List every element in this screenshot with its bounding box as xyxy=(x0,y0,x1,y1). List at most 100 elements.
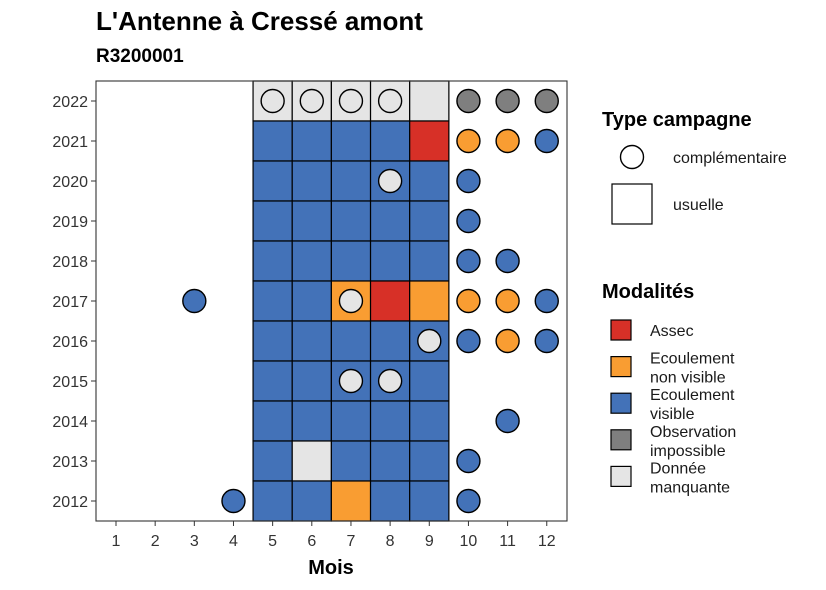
y-tick-label: 2021 xyxy=(52,134,88,151)
legend-swatch xyxy=(610,429,632,451)
data-square xyxy=(409,200,450,242)
data-circle xyxy=(260,88,285,114)
x-axis-title: Mois xyxy=(308,557,354,579)
data-square xyxy=(369,480,411,522)
y-tick-label: 2020 xyxy=(52,174,88,191)
data-circle xyxy=(495,248,520,274)
legend-modalites-title: Modalités xyxy=(602,281,694,303)
data-square xyxy=(291,200,332,242)
data-circle xyxy=(377,168,403,194)
data-square xyxy=(330,320,372,362)
data-square xyxy=(291,320,332,362)
x-tick-label: 4 xyxy=(229,533,238,550)
data-square xyxy=(409,160,450,202)
plot-area xyxy=(95,80,568,522)
data-circle xyxy=(495,328,520,354)
legend-swatch xyxy=(610,392,632,414)
data-circle xyxy=(495,288,520,314)
data-circle xyxy=(377,88,403,114)
data-circle xyxy=(495,88,520,114)
y-tick-label: 2019 xyxy=(52,214,88,231)
data-square xyxy=(291,160,332,202)
data-square xyxy=(409,400,450,442)
data-square xyxy=(252,480,293,522)
data-circle xyxy=(534,288,559,314)
x-tick-label: 9 xyxy=(425,533,434,550)
data-square xyxy=(252,440,293,482)
data-circle xyxy=(456,288,481,314)
x-tick-label: 6 xyxy=(307,533,316,550)
legend-swatch xyxy=(610,356,632,378)
data-square xyxy=(409,80,450,122)
legend-modalites: Modalités Assec Ecoulement non visibleEcoul… xyxy=(602,281,736,496)
x-tick-label: 8 xyxy=(386,533,395,550)
x-tick-label: 7 xyxy=(347,533,356,550)
data-circle xyxy=(534,328,559,354)
data-square xyxy=(291,280,332,322)
data-circle xyxy=(299,88,324,114)
data-square xyxy=(369,240,411,282)
data-square xyxy=(409,440,450,482)
axes: 1 2 3 4 5 6 7 8 9 10 11 122012201320142015201620172… xyxy=(52,94,555,550)
data-square xyxy=(369,400,411,442)
data-square xyxy=(369,120,411,162)
data-circle xyxy=(456,88,481,114)
legend-modalite-label: Donnée manquante xyxy=(650,460,730,496)
legend-modalite-label: Ecoulement visible xyxy=(650,387,735,423)
data-circle xyxy=(338,368,364,394)
data-square xyxy=(252,240,293,282)
data-square xyxy=(330,240,372,282)
data-square xyxy=(252,320,293,362)
data-circle xyxy=(534,128,559,154)
data-circle xyxy=(182,288,207,314)
data-square xyxy=(409,360,450,402)
legend-swatch xyxy=(610,319,632,341)
data-square xyxy=(330,400,372,442)
data-square xyxy=(291,360,332,402)
data-circle xyxy=(338,288,364,314)
data-square xyxy=(409,120,450,162)
data-circle xyxy=(495,408,520,434)
legend-type-campagne: Type campagne complémentaire usuelle xyxy=(602,109,787,225)
y-tick-label: 2022 xyxy=(52,94,88,111)
data-square xyxy=(252,360,293,402)
data-square xyxy=(330,160,372,202)
data-square xyxy=(291,480,332,522)
data-circle xyxy=(221,488,246,514)
legend-type-label: complémentaire xyxy=(673,150,787,167)
data-square xyxy=(330,440,372,482)
x-tick-label: 1 xyxy=(112,533,121,550)
data-square xyxy=(409,240,450,282)
chart-title: L'Antenne à Cressé amont xyxy=(96,6,423,36)
data-circle xyxy=(456,208,481,234)
x-tick-label: 2 xyxy=(151,533,160,550)
data-square xyxy=(252,160,293,202)
data-circle xyxy=(417,328,442,354)
legend-modalite-label: Assec xyxy=(650,323,694,340)
chart-subtitle: R3200001 xyxy=(96,46,184,67)
data-square xyxy=(252,400,293,442)
y-tick-label: 2015 xyxy=(52,374,88,391)
data-square xyxy=(369,440,411,482)
data-square xyxy=(252,280,293,322)
legend-circle-icon xyxy=(619,144,645,170)
data-circle xyxy=(456,448,481,474)
data-square xyxy=(330,120,372,162)
data-circle xyxy=(456,488,481,514)
data-square xyxy=(369,200,411,242)
x-tick-label: 5 xyxy=(268,533,277,550)
legend-square-icon xyxy=(611,183,653,225)
y-tick-label: 2018 xyxy=(52,254,88,271)
data-square xyxy=(369,320,411,362)
y-tick-label: 2017 xyxy=(52,294,88,311)
legend-swatch xyxy=(610,465,632,487)
data-circle xyxy=(456,128,481,154)
data-square xyxy=(291,400,332,442)
data-square xyxy=(291,240,332,282)
data-square xyxy=(291,120,332,162)
x-tick-label: 10 xyxy=(460,533,478,550)
y-tick-label: 2016 xyxy=(52,334,88,351)
data-square xyxy=(252,200,293,242)
data-circle xyxy=(456,168,481,194)
